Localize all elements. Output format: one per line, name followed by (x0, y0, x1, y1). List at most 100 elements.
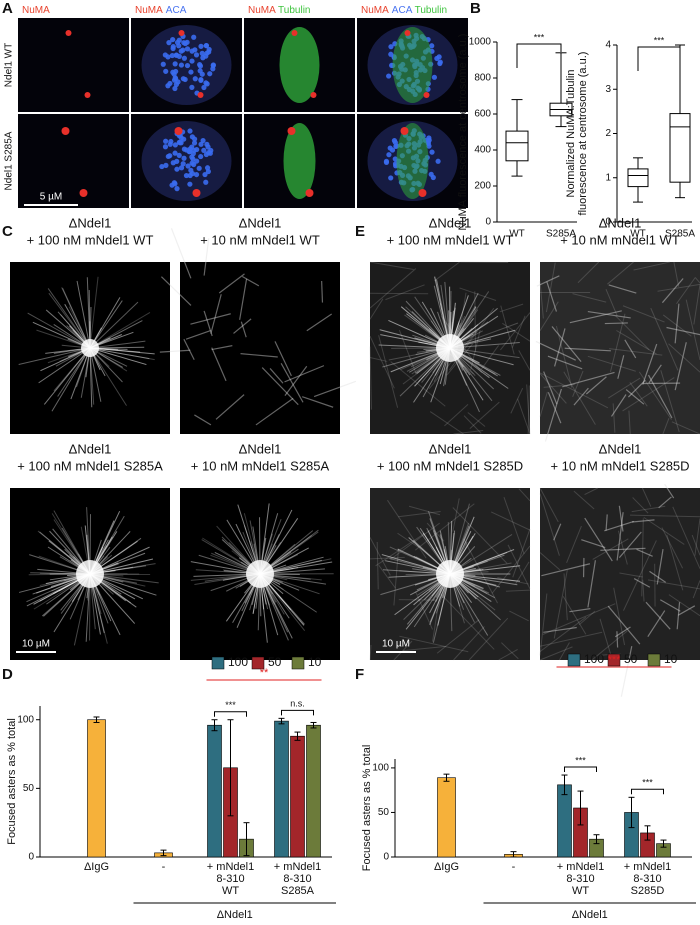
micrograph (10, 488, 170, 660)
x-tick-label: ΔIgG (84, 861, 109, 873)
kinetochore (179, 140, 184, 145)
bar (307, 725, 321, 857)
kinetochore (432, 75, 437, 80)
kinetochore (188, 69, 193, 74)
micrograph (357, 18, 468, 112)
significance-label: n.s. (290, 699, 305, 709)
stain-label: ACA (392, 5, 413, 16)
y-axis-label: NuMA fluorescence at centrosome (a.u.) (457, 34, 469, 231)
x-tick-label: + mNdel1 (274, 861, 321, 873)
kinetochore (187, 128, 192, 133)
significance-bracket (215, 712, 247, 717)
fiber (370, 293, 428, 294)
significance-label: *** (642, 778, 653, 788)
kinetochore (198, 154, 203, 159)
x-tick-label: 8-310 (566, 873, 594, 885)
x-tick-label: WT (509, 229, 525, 240)
kinetochore (173, 61, 178, 66)
kinetochore (200, 55, 205, 60)
x-tick-label: WT (222, 885, 239, 897)
bar (438, 778, 456, 857)
significance-label: *** (225, 700, 236, 710)
micrograph (18, 18, 129, 112)
y-axis-label: Focused asters as % total (361, 745, 373, 872)
image-title: + 10 nM mNdel1 S285A (191, 458, 330, 473)
x-tick-label: WT (572, 885, 589, 897)
kinetochore (183, 41, 188, 46)
kinetochore (189, 58, 194, 63)
kinetochore (203, 180, 208, 185)
centrosome (66, 30, 72, 36)
y-tick-label: 200 (474, 181, 491, 192)
kinetochore (159, 164, 164, 169)
kinetochore (182, 147, 187, 152)
centrosome (198, 92, 204, 98)
box (628, 169, 648, 187)
y-tick-label: 4 (605, 40, 611, 51)
centrosome (175, 127, 183, 135)
kinetochore (182, 56, 187, 61)
y-tick-label: 0 (383, 852, 389, 863)
kinetochore (188, 146, 193, 151)
x-tick-label: - (512, 861, 516, 873)
kinetochore (388, 44, 393, 49)
significance-bracket (638, 47, 680, 71)
kinetochore (435, 159, 440, 164)
centrosome (179, 30, 185, 36)
kinetochore (198, 63, 203, 68)
kinetochore (197, 166, 202, 171)
spindle (393, 27, 433, 103)
kinetochore (192, 47, 197, 52)
significance-label: *** (608, 654, 622, 666)
bar (558, 785, 572, 857)
kinetochore (437, 54, 442, 59)
aster-center (436, 334, 464, 362)
kinetochore (198, 44, 203, 49)
kinetochore (200, 138, 205, 143)
fiber (322, 281, 323, 303)
kinetochore (187, 182, 192, 187)
kinetochore (188, 168, 193, 173)
kinetochore (191, 35, 196, 40)
kinetochore (204, 142, 209, 147)
kinetochore (175, 79, 180, 84)
significance-label: *** (575, 755, 586, 765)
kinetochore (194, 52, 199, 57)
kinetochore (185, 46, 190, 51)
image-background (18, 18, 129, 112)
spindle (397, 123, 429, 199)
kinetochore (384, 160, 389, 165)
panel-label: E (355, 223, 365, 240)
kinetochore (208, 148, 213, 153)
kinetochore (179, 62, 184, 67)
kinetochore (189, 85, 194, 90)
kinetochore (174, 52, 179, 57)
significance-label: ** (260, 667, 269, 679)
y-tick-label: 0 (485, 217, 491, 228)
centrosome (311, 92, 317, 98)
y-tick-label: 50 (378, 807, 390, 818)
centrosome (424, 92, 430, 98)
x-tick-label: 8-310 (283, 873, 311, 885)
kinetochore (388, 52, 393, 57)
image-title: ΔNdel1 (239, 441, 282, 456)
kinetochore (206, 169, 211, 174)
micrograph (370, 488, 530, 660)
image-title: + 10 nM mNdel1 WT (560, 232, 680, 247)
kinetochore (184, 173, 189, 178)
scale-bar-label: 10 µM (382, 639, 410, 650)
image-title: + 100 nM mNdel1 S285D (377, 458, 523, 473)
kinetochore (176, 43, 181, 48)
significance-bracket (517, 44, 561, 68)
aster-center (76, 560, 104, 588)
stain-label: NuMA (361, 5, 389, 16)
x-tick-label: + mNdel1 (624, 861, 671, 873)
kinetochore (167, 153, 172, 158)
spindle (284, 123, 316, 199)
kinetochore (168, 142, 173, 147)
micrograph (131, 114, 242, 208)
stain-label: NuMA (248, 5, 276, 16)
kinetochore (191, 162, 196, 167)
